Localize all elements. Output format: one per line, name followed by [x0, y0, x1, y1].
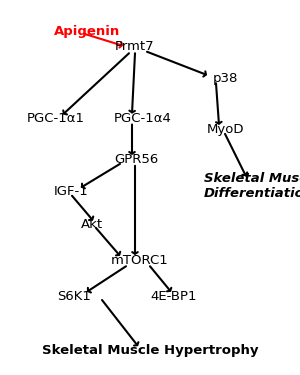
Text: PGC-1α4: PGC-1α4 [114, 112, 172, 125]
Text: Skeletal Muscle
Differentiation: Skeletal Muscle Differentiation [204, 172, 300, 200]
Text: GPR56: GPR56 [114, 153, 158, 166]
Text: mTORC1: mTORC1 [111, 254, 169, 267]
Text: PGC-1α1: PGC-1α1 [27, 112, 85, 125]
Text: MyoD: MyoD [207, 123, 244, 136]
Text: Prmt7: Prmt7 [115, 40, 155, 53]
Text: Skeletal Muscle Hypertrophy: Skeletal Muscle Hypertrophy [42, 344, 258, 357]
Text: p38: p38 [213, 72, 239, 85]
Text: Akt: Akt [81, 219, 103, 231]
Text: S6K1: S6K1 [57, 290, 91, 303]
Text: IGF-1: IGF-1 [54, 185, 89, 198]
Text: Apigenin: Apigenin [54, 26, 120, 38]
Text: 4E-BP1: 4E-BP1 [150, 290, 196, 303]
